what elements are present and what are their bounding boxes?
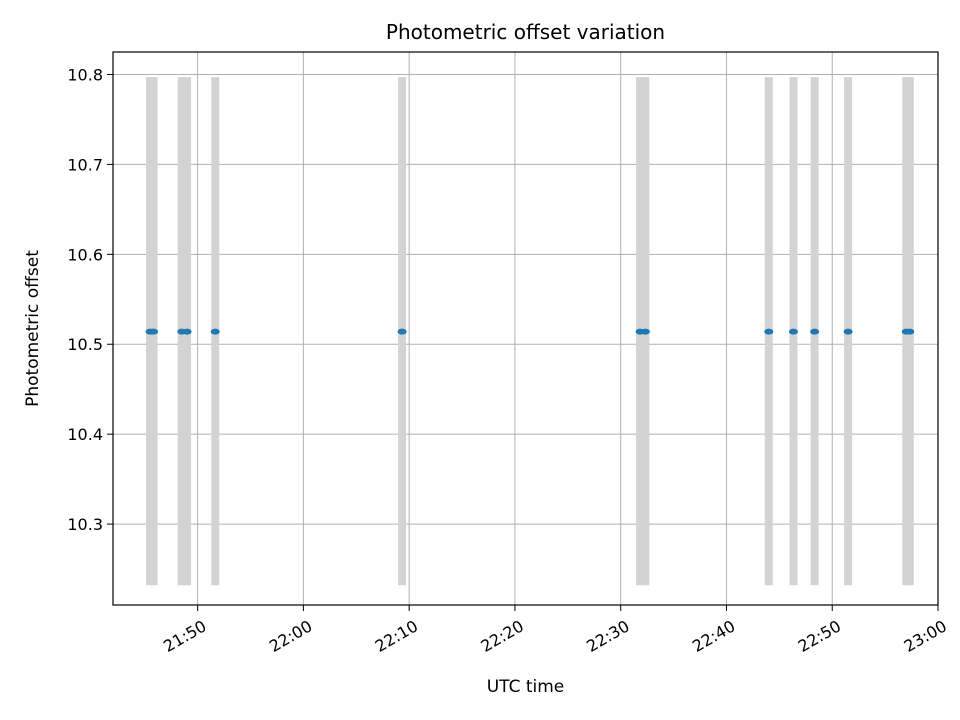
data-point bbox=[149, 328, 159, 335]
data-point bbox=[764, 328, 774, 335]
data-point bbox=[843, 328, 853, 335]
x-tick-label: 22:00 bbox=[266, 616, 315, 656]
y-tick-label: 10.8 bbox=[67, 65, 103, 84]
data-point bbox=[397, 328, 407, 335]
y-axis-label: Photometric offset bbox=[23, 250, 43, 407]
y-tick-label: 10.3 bbox=[67, 515, 103, 534]
y-tick-label: 10.5 bbox=[67, 335, 103, 354]
x-tick-label: 22:10 bbox=[372, 616, 421, 656]
data-point bbox=[210, 328, 220, 335]
x-axis-label: UTC time bbox=[487, 677, 565, 697]
data-point bbox=[905, 328, 915, 335]
data-point bbox=[182, 328, 192, 335]
x-tick-label: 22:20 bbox=[477, 616, 526, 656]
data-point bbox=[640, 328, 650, 335]
y-tick-label: 10.4 bbox=[67, 425, 103, 444]
grid-layer bbox=[113, 52, 939, 605]
x-axis-ticks: 21:50 22:00 22:10 22:20 22:30 22:40 22:50 23:00 bbox=[160, 605, 950, 656]
y-axis-ticks: 10.3 10.4 10.5 10.6 10.7 10.8 bbox=[67, 65, 113, 534]
data-points bbox=[145, 328, 915, 335]
data-point bbox=[788, 328, 798, 335]
data-point bbox=[810, 328, 820, 335]
x-tick-label: 21:50 bbox=[160, 616, 209, 656]
x-tick-label: 22:30 bbox=[583, 616, 632, 656]
x-tick-label: 22:40 bbox=[689, 616, 738, 656]
chart-title: Photometric offset variation bbox=[386, 20, 665, 44]
y-tick-label: 10.7 bbox=[67, 155, 103, 174]
plot-area-frame bbox=[112, 51, 939, 606]
x-tick-label: 22:50 bbox=[795, 616, 844, 656]
y-tick-label: 10.6 bbox=[67, 245, 103, 264]
x-tick-label: 23:00 bbox=[901, 616, 950, 656]
